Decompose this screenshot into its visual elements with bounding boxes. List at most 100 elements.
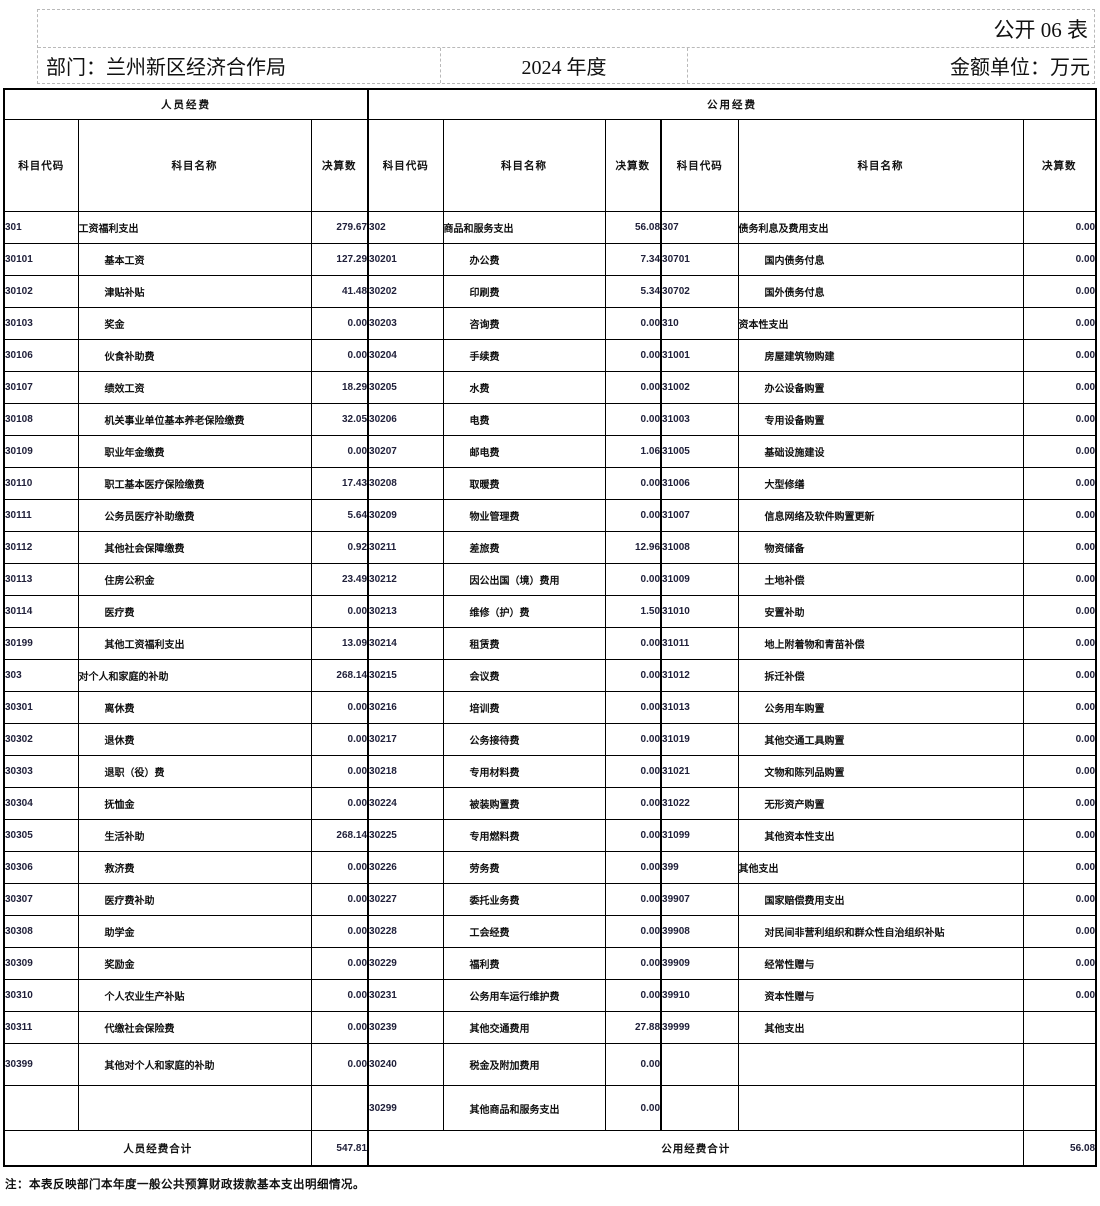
subject-name-cell: 医疗费补助 [77, 883, 312, 916]
amount-cell: 0.00 [1022, 499, 1097, 532]
amount-cell: 18.29 [310, 371, 370, 404]
amount-cell: 0.00 [604, 659, 663, 692]
table-row: 30308 助学金 0.00 30228 工会经费 0.00 39908 对民间… [3, 915, 1097, 948]
subject-code-cell: 301 [3, 211, 79, 244]
amount-cell: 0.00 [310, 307, 370, 340]
amount-cell: 0.00 [1022, 531, 1097, 564]
table-row: 30112 其他社会保障缴费 0.92 30211 差旅费 12.96 3100… [3, 531, 1097, 564]
amount-cell: 0.00 [310, 1011, 370, 1044]
subject-code-cell: 31005 [660, 435, 739, 468]
subject-code-cell: 30211 [367, 531, 444, 564]
amount-cell: 0.00 [310, 339, 370, 372]
public-total-value: 56.08 [1022, 1130, 1097, 1167]
subject-name-cell: 国内债务付息 [737, 243, 1024, 276]
subject-name-cell: 委托业务费 [442, 883, 606, 916]
subject-name-cell: 绩效工资 [77, 371, 312, 404]
department-label: 部门：兰州新区经济合作局 [38, 48, 441, 83]
doc-header-row-top: 公开 06 表 [38, 10, 1094, 48]
amount-cell: 0.00 [1022, 787, 1097, 820]
subject-name-cell: 其他工资福利支出 [77, 627, 312, 660]
amount-cell [1022, 1011, 1097, 1044]
subject-name-cell: 专用设备购置 [737, 403, 1024, 436]
amount-cell: 0.00 [604, 499, 663, 532]
subject-name-cell: 基础设施建设 [737, 435, 1024, 468]
amount-cell: 0.00 [604, 787, 663, 820]
doc-label: 公开 06 表 [993, 17, 1089, 42]
amount-cell: 0.00 [1022, 339, 1097, 372]
subject-name-cell: 职业年金缴费 [77, 435, 312, 468]
amount-cell: 279.67 [310, 211, 370, 244]
table-row: 30305 生活补助 268.14 30225 专用燃料费 0.00 31099… [3, 819, 1097, 852]
subject-code-cell: 30207 [367, 435, 444, 468]
subject-code-cell: 30108 [3, 403, 79, 436]
amount-cell: 0.00 [604, 691, 663, 724]
table-row: 30311 代缴社会保险费 0.00 30239 其他交通费用 27.88 39… [3, 1011, 1097, 1044]
footnote: 注：本表反映部门本年度一般公共预算财政拨款基本支出明细情况。 [5, 1179, 365, 1191]
amount-cell: 7.34 [604, 243, 663, 276]
amount-cell: 0.00 [604, 403, 663, 436]
subject-name-cell: 代缴社会保险费 [77, 1011, 312, 1044]
subject-code-cell: 30217 [367, 723, 444, 756]
amount-cell: 0.00 [1022, 947, 1097, 980]
subject-code-cell: 30102 [3, 275, 79, 308]
subject-name-cell: 物业管理费 [442, 499, 606, 532]
subject-name-cell: 其他资本性支出 [737, 819, 1024, 852]
amount-cell: 27.88 [604, 1011, 663, 1044]
table-row: 30303 退职（役）费 0.00 30218 专用材料费 0.00 31021… [3, 755, 1097, 788]
col-header-amount-2: 决算数 [604, 119, 663, 212]
table-row: 30301 离休费 0.00 30216 培训费 0.00 31013 公务用车… [3, 691, 1097, 724]
amount-cell: 0.00 [1022, 659, 1097, 692]
subject-code-cell: 30114 [3, 595, 79, 628]
table-row: 30399 其他对个人和家庭的补助 0.00 30240 税金及附加费用 0.0… [3, 1043, 1097, 1086]
subject-name-cell: 印刷费 [442, 275, 606, 308]
amount-cell: 0.00 [1022, 403, 1097, 436]
amount-cell: 0.00 [310, 883, 370, 916]
subject-code-cell: 30239 [367, 1011, 444, 1044]
amount-cell: 0.00 [1022, 435, 1097, 468]
subject-name-cell: 个人农业生产补贴 [77, 979, 312, 1012]
amount-cell: 1.50 [604, 595, 663, 628]
subject-code-cell [660, 1085, 739, 1131]
subject-code-cell: 30106 [3, 339, 79, 372]
table-row: 30299 其他商品和服务支出 0.00 [3, 1085, 1097, 1131]
subject-name-cell: 专用燃料费 [442, 819, 606, 852]
subject-name-cell: 水费 [442, 371, 606, 404]
subject-code-cell: 30399 [3, 1043, 79, 1086]
subject-code-cell: 30225 [367, 819, 444, 852]
subject-code-cell: 31012 [660, 659, 739, 692]
amount-cell: 0.00 [604, 819, 663, 852]
subject-name-cell: 债务利息及费用支出 [737, 211, 1024, 244]
fiscal-year-label: 2024 年度 [441, 48, 688, 83]
subject-code-cell: 30304 [3, 787, 79, 820]
subject-code-cell: 30229 [367, 947, 444, 980]
subject-code-cell: 30103 [3, 307, 79, 340]
amount-cell: 0.00 [1022, 563, 1097, 596]
subject-code-cell: 31021 [660, 755, 739, 788]
subject-code-cell: 30214 [367, 627, 444, 660]
subject-code-cell: 310 [660, 307, 739, 340]
subject-code-cell: 30240 [367, 1043, 444, 1086]
amount-cell: 0.00 [310, 595, 370, 628]
subject-name-cell: 退休费 [77, 723, 312, 756]
amount-unit-label: 金额单位：万元 [950, 57, 1090, 79]
subject-code-cell: 31001 [660, 339, 739, 372]
subject-code-cell: 30110 [3, 467, 79, 500]
amount-cell: 0.00 [604, 339, 663, 372]
amount-cell: 268.14 [310, 659, 370, 692]
amount-cell: 0.00 [1022, 755, 1097, 788]
subject-name-cell: 电费 [442, 403, 606, 436]
subject-code-cell: 30101 [3, 243, 79, 276]
subject-code-cell: 31007 [660, 499, 739, 532]
budget-table: 人员经费 公用经费 科目代码 科目名称 决算数 科目代码 科目名称 决算数 科目… [3, 88, 1098, 1167]
subject-code-cell: 39999 [660, 1011, 739, 1044]
amount-cell: 0.00 [604, 755, 663, 788]
subject-name-cell: 公务员医疗补助缴费 [77, 499, 312, 532]
col-header-name-3: 科目名称 [737, 119, 1024, 212]
subject-name-cell: 资本性支出 [737, 307, 1024, 340]
amount-cell: 0.00 [604, 723, 663, 756]
amount-cell [1022, 1085, 1097, 1131]
amount-cell: 0.00 [310, 979, 370, 1012]
subject-code-cell: 31010 [660, 595, 739, 628]
subject-code-cell: 30702 [660, 275, 739, 308]
section-header-row: 人员经费 公用经费 [3, 88, 1097, 120]
